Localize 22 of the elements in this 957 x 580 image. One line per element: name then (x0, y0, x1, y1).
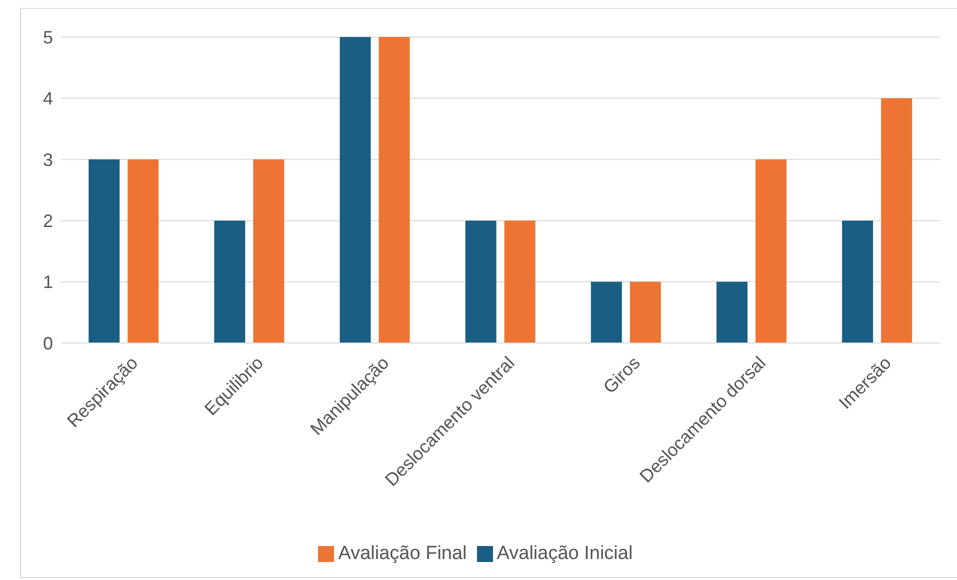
legend-label: Avaliação Inicial (496, 543, 633, 564)
bar (590, 282, 622, 343)
bar (378, 37, 410, 343)
y-tick-label: 5 (42, 27, 53, 48)
bar (630, 282, 661, 343)
bar (716, 282, 748, 343)
bar (88, 159, 120, 343)
bar (214, 220, 246, 343)
y-tick-label: 0 (42, 333, 53, 354)
legend-label: Avaliação Final (338, 543, 467, 564)
bar (253, 159, 284, 343)
bar (842, 220, 874, 343)
y-tick-label: 4 (42, 88, 53, 109)
bar (504, 220, 536, 343)
y-tick-label: 2 (42, 210, 53, 231)
y-tick-label: 3 (42, 150, 53, 170)
bar (881, 98, 912, 343)
bar (465, 220, 496, 343)
y-tick-label: 1 (42, 272, 53, 292)
bar (128, 159, 159, 343)
bar (755, 159, 786, 343)
bar (340, 37, 371, 343)
